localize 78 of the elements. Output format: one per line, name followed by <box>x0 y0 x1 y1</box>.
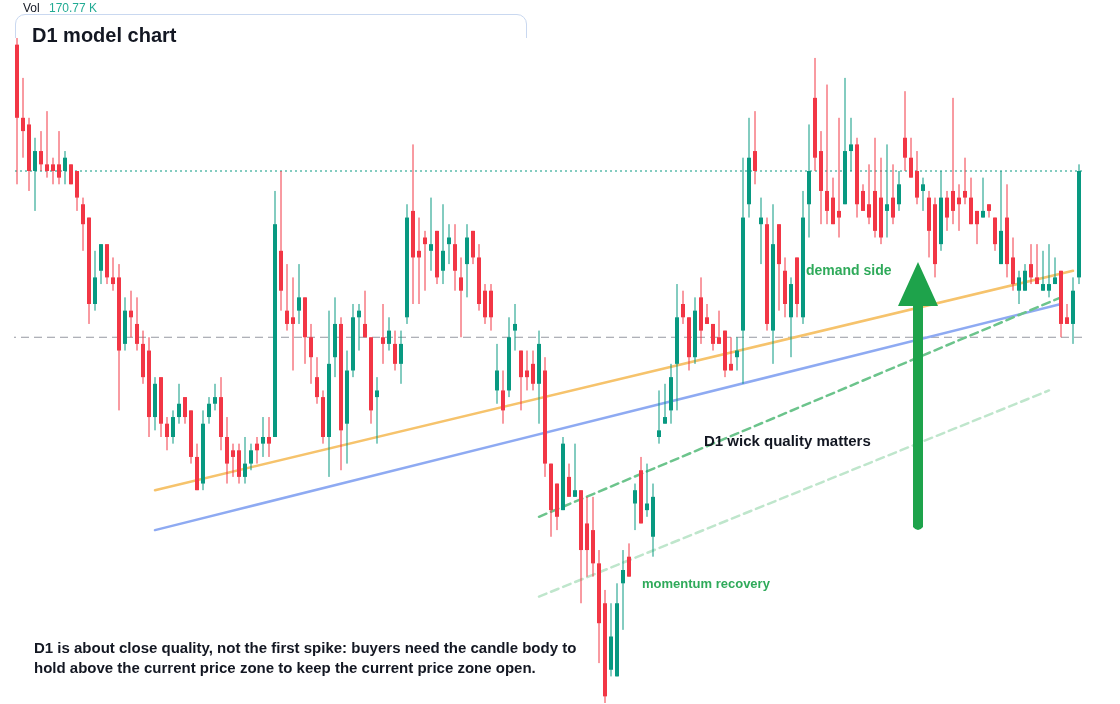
candlestick <box>717 310 721 345</box>
candlestick <box>381 303 385 365</box>
candlestick <box>1017 270 1021 305</box>
candlestick <box>909 137 913 179</box>
candlestick <box>165 416 169 451</box>
candlestick <box>987 203 991 219</box>
candlestick <box>111 256 115 292</box>
text: 170.77 K <box>49 1 98 15</box>
candlestick <box>297 263 301 325</box>
candlestick <box>249 443 253 471</box>
candlestick <box>861 183 865 212</box>
candlestick <box>825 84 829 225</box>
candlestick <box>315 356 319 405</box>
candlestick <box>177 383 181 425</box>
candlestick <box>513 303 517 352</box>
candlestick <box>963 157 967 205</box>
candlestick <box>57 130 61 185</box>
candlestick <box>1023 263 1027 292</box>
text: Vol <box>23 1 40 15</box>
candlestick <box>501 370 505 425</box>
candlestick <box>921 177 925 212</box>
candlestick <box>441 203 445 285</box>
chart-title: D1 model chart <box>32 24 177 47</box>
candlestick <box>459 256 463 338</box>
candlestick <box>21 77 25 159</box>
candlestick <box>393 330 397 371</box>
candlestick <box>51 157 55 185</box>
candlestick <box>945 190 949 232</box>
candlestick <box>975 210 979 245</box>
candlestick <box>135 296 139 352</box>
candlestick <box>45 110 49 179</box>
candlestick <box>981 177 985 219</box>
candlestick <box>711 323 715 352</box>
candlestick <box>495 343 499 405</box>
candlestick <box>705 303 709 325</box>
candlestick <box>1041 250 1045 292</box>
candlestick <box>753 110 757 185</box>
candlestick <box>375 376 379 445</box>
candlestick <box>681 290 685 325</box>
candlestick <box>627 542 631 578</box>
candlestick <box>1029 243 1033 285</box>
candlestick <box>891 163 895 225</box>
candlestick <box>729 336 733 371</box>
candlestick <box>387 316 391 352</box>
candlestick <box>867 163 871 225</box>
candlestick <box>621 549 625 631</box>
candlestick <box>243 436 247 485</box>
candlestick <box>363 290 367 338</box>
candlestick <box>951 97 955 225</box>
candlestick <box>309 323 313 385</box>
candlestick <box>213 383 217 411</box>
candlestick <box>429 197 433 272</box>
candlestick <box>663 383 667 425</box>
candlestick <box>399 330 403 385</box>
candlestick <box>183 396 187 425</box>
annotation: D1 is about close quality, not the first spike: buyers need the candle body to hold above the current price zone to keep the current price zone open. <box>34 638 578 678</box>
candlestick <box>207 396 211 425</box>
candlestick <box>1035 243 1039 285</box>
candlestick <box>171 409 175 445</box>
candlestick <box>267 416 271 458</box>
candlestick <box>531 350 535 391</box>
candlestick <box>231 443 235 478</box>
candlestick <box>285 263 289 332</box>
annotation: momentum recovery <box>642 576 770 591</box>
candlestick <box>39 130 43 172</box>
candlestick <box>567 463 571 498</box>
candlestick <box>1047 243 1051 298</box>
candlestick <box>261 416 265 458</box>
candlestick <box>1065 303 1069 325</box>
candlestick <box>1053 256 1057 285</box>
candlestick <box>903 90 907 172</box>
candlestick <box>573 443 577 498</box>
candlestick <box>633 483 637 531</box>
candlestick <box>657 389 661 445</box>
candlestick <box>837 117 841 238</box>
candlestick <box>81 197 85 252</box>
candlestick <box>291 276 295 371</box>
annotation: demand side <box>806 262 892 278</box>
